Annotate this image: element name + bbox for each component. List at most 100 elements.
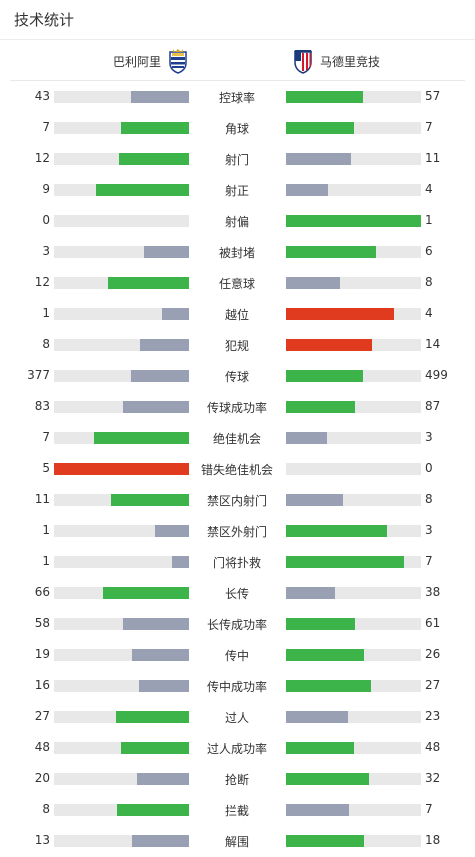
away-bar-fill bbox=[286, 339, 372, 351]
stat-label: 抢断 bbox=[224, 773, 249, 787]
home-bar-track bbox=[54, 649, 189, 661]
away-bar-fill bbox=[286, 401, 355, 413]
away-bar-fill bbox=[286, 773, 369, 785]
away-bar-fill bbox=[286, 556, 404, 568]
stat-row: 12 射门 11 bbox=[0, 143, 475, 174]
away-bar-track bbox=[286, 804, 421, 816]
away-bar-track bbox=[286, 835, 421, 847]
stat-row: 66 长传 38 bbox=[0, 577, 475, 608]
away-value: 1 bbox=[425, 213, 433, 227]
home-bar-track bbox=[54, 246, 189, 258]
stat-label: 拦截 bbox=[224, 804, 249, 818]
away-bar-track bbox=[286, 91, 421, 103]
home-bar-fill bbox=[108, 277, 189, 289]
home-value: 83 bbox=[34, 399, 50, 413]
home-bar-fill bbox=[54, 463, 189, 475]
stat-row: 58 长传成功率 61 bbox=[0, 608, 475, 639]
home-bar-fill bbox=[111, 494, 189, 506]
away-bar-track bbox=[286, 587, 421, 599]
home-bar-track bbox=[54, 618, 189, 630]
away-value: 7 bbox=[425, 554, 433, 568]
away-value: 7 bbox=[425, 120, 433, 134]
page-title: 技术统计 bbox=[14, 11, 75, 29]
home-bar-track bbox=[54, 91, 189, 103]
stat-label: 长传成功率 bbox=[206, 618, 267, 632]
away-value: 7 bbox=[425, 802, 433, 816]
away-bar-fill bbox=[286, 432, 327, 444]
away-value: 3 bbox=[425, 430, 433, 444]
home-team-crest-icon bbox=[169, 49, 187, 74]
home-bar-track bbox=[54, 804, 189, 816]
away-value: 48 bbox=[425, 740, 441, 754]
away-bar-fill bbox=[286, 91, 363, 103]
stat-row: 12 任意球 8 bbox=[0, 267, 475, 298]
home-value: 16 bbox=[34, 678, 50, 692]
away-bar-track bbox=[286, 401, 421, 413]
away-value: 23 bbox=[425, 709, 441, 723]
away-value: 14 bbox=[425, 337, 441, 351]
home-bar-fill bbox=[94, 432, 189, 444]
away-bar-fill bbox=[286, 649, 364, 661]
stat-label: 过人成功率 bbox=[206, 742, 267, 756]
away-bar-fill bbox=[286, 122, 354, 134]
home-bar-track bbox=[54, 277, 189, 289]
away-bar-track bbox=[286, 711, 421, 723]
away-value: 4 bbox=[425, 182, 433, 196]
away-bar-fill bbox=[286, 680, 371, 692]
away-bar-track bbox=[286, 215, 421, 227]
away-bar-fill bbox=[286, 711, 348, 723]
away-bar-track bbox=[286, 153, 421, 165]
home-bar-track bbox=[54, 463, 189, 475]
home-value: 9 bbox=[42, 182, 50, 196]
stat-row: 19 传中 26 bbox=[0, 639, 475, 670]
away-bar-track bbox=[286, 773, 421, 785]
home-value: 3 bbox=[42, 244, 50, 258]
home-bar-fill bbox=[116, 711, 189, 723]
stat-label: 被封堵 bbox=[218, 246, 255, 260]
stat-row: 1 门将扑救 7 bbox=[0, 546, 475, 577]
stat-row: 11 禁区内射门 8 bbox=[0, 484, 475, 515]
home-bar-fill bbox=[121, 742, 189, 754]
away-value: 26 bbox=[425, 647, 441, 661]
away-bar-fill bbox=[286, 153, 351, 165]
away-value: 8 bbox=[425, 492, 433, 506]
away-value: 61 bbox=[425, 616, 441, 630]
away-bar-track bbox=[286, 370, 421, 382]
home-value: 8 bbox=[42, 337, 50, 351]
stat-row: 5 错失绝佳机会 0 bbox=[0, 453, 475, 484]
home-bar-track bbox=[54, 742, 189, 754]
stat-row: 8 拦截 7 bbox=[0, 794, 475, 825]
stat-label: 犯规 bbox=[224, 339, 249, 353]
away-value: 6 bbox=[425, 244, 433, 258]
home-value: 11 bbox=[34, 492, 50, 506]
home-bar-fill bbox=[121, 122, 189, 134]
home-bar-fill bbox=[131, 370, 189, 382]
away-bar-fill bbox=[286, 277, 340, 289]
stat-row: 43 控球率 57 bbox=[0, 81, 475, 112]
stat-row: 48 过人成功率 48 bbox=[0, 732, 475, 763]
stat-row: 16 传中成功率 27 bbox=[0, 670, 475, 701]
home-bar-fill bbox=[131, 91, 189, 103]
away-bar-fill bbox=[286, 370, 363, 382]
divider bbox=[10, 80, 465, 81]
stat-label: 射门 bbox=[224, 153, 249, 167]
away-bar-fill bbox=[286, 804, 349, 816]
away-bar-fill bbox=[286, 525, 387, 537]
stat-label: 射正 bbox=[224, 184, 249, 198]
home-bar-fill bbox=[155, 525, 189, 537]
stat-row: 13 解围 18 bbox=[0, 825, 475, 856]
home-bar-track bbox=[54, 184, 189, 196]
stat-label: 门将扑救 bbox=[212, 556, 261, 570]
home-value: 66 bbox=[34, 585, 50, 599]
stat-row: 1 禁区外射门 3 bbox=[0, 515, 475, 546]
away-value: 38 bbox=[425, 585, 441, 599]
home-bar-track bbox=[54, 122, 189, 134]
home-value: 48 bbox=[34, 740, 50, 754]
home-value: 13 bbox=[34, 833, 50, 847]
stat-label: 禁区内射门 bbox=[206, 494, 267, 508]
away-value: 87 bbox=[425, 399, 441, 413]
stat-label: 角球 bbox=[224, 122, 249, 136]
stat-label: 过人 bbox=[224, 711, 249, 725]
away-bar-track bbox=[286, 308, 421, 320]
home-bar-track bbox=[54, 215, 189, 227]
